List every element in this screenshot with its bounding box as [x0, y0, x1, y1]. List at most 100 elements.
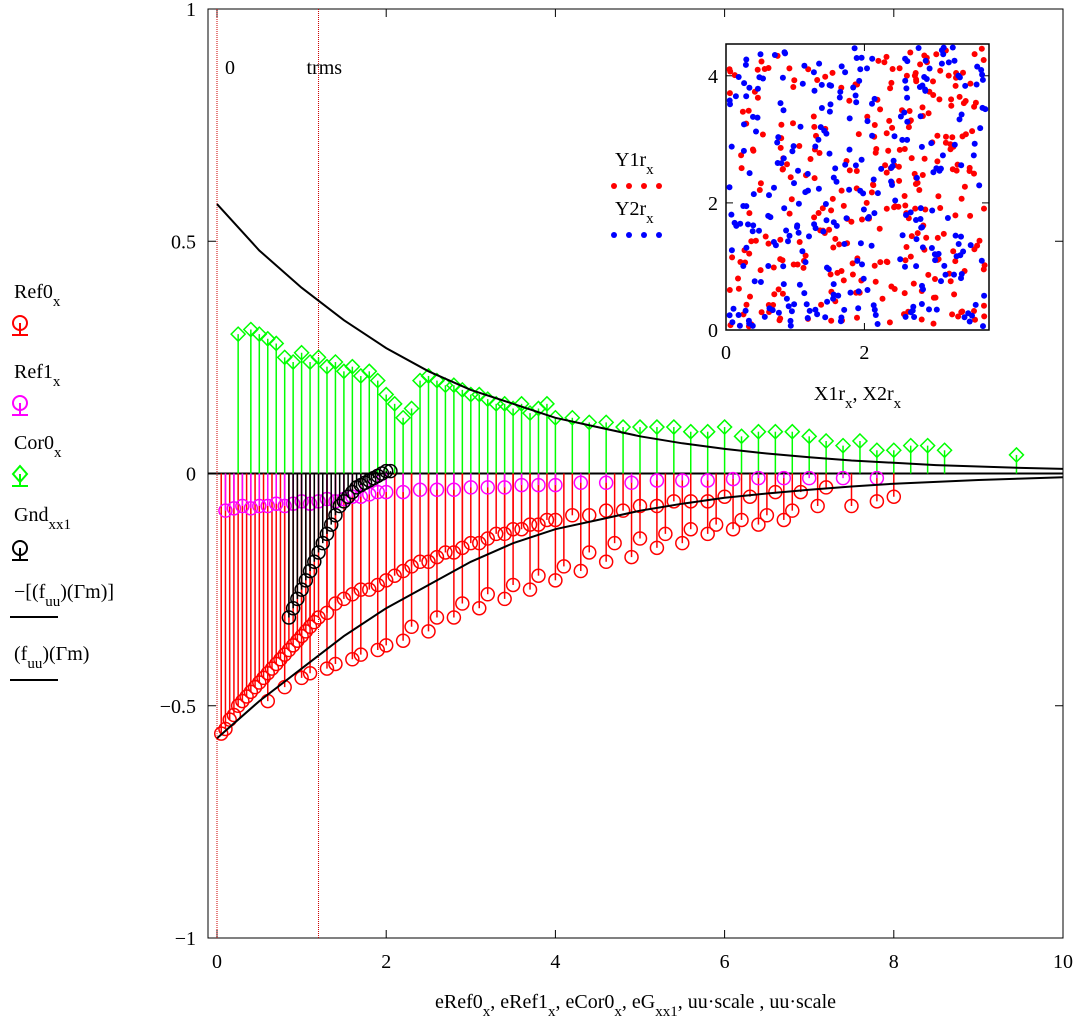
scatter-point: [795, 229, 802, 236]
data-point: [285, 353, 302, 371]
x-tick-label: 6: [720, 951, 730, 973]
scatter-point: [855, 305, 862, 312]
scatter-point: [952, 82, 959, 89]
scatter-point: [832, 235, 839, 242]
scatter-point: [917, 205, 924, 212]
scatter-point: [775, 309, 782, 316]
scatter-point: [749, 228, 756, 235]
inset-legend-dot: [641, 232, 647, 238]
scatter-point: [830, 295, 837, 302]
data-point: [428, 372, 446, 389]
scatter-point: [726, 312, 733, 319]
scatter-point: [932, 294, 939, 301]
scatter-point: [897, 113, 904, 120]
scatter-point: [728, 247, 735, 254]
scatter-point: [918, 143, 925, 150]
data-point: [252, 675, 267, 690]
scatter-point: [794, 224, 800, 230]
scatter-point: [779, 290, 786, 297]
legend-marker: [12, 540, 28, 556]
scatter-point: [852, 162, 859, 169]
data-point: [480, 587, 495, 602]
scatter-point: [955, 313, 962, 320]
scatter-point: [875, 57, 882, 64]
data-point: [378, 638, 394, 653]
scatter-point: [952, 232, 959, 239]
data-point: [615, 503, 631, 518]
scatter-point: [859, 216, 865, 223]
scatter-point: [940, 230, 947, 237]
scatter-point: [759, 131, 766, 138]
scatter-point: [905, 124, 912, 131]
scatter-point: [967, 80, 974, 87]
scatter-point: [911, 314, 918, 320]
scatter-point: [746, 84, 753, 91]
data-point: [708, 517, 724, 532]
data-point: [716, 418, 733, 436]
scatter-point: [919, 244, 926, 251]
scatter-point: [891, 204, 898, 211]
series-cor0: [230, 321, 1025, 474]
data-point: [615, 418, 632, 436]
scatter-point: [828, 207, 835, 214]
scatter-point: [791, 77, 798, 84]
data-point: [281, 642, 297, 658]
data-point: [239, 689, 254, 704]
scatter-point: [812, 225, 819, 232]
scatter-point: [778, 160, 785, 167]
scatter-point: [922, 57, 929, 64]
scatter-point: [899, 136, 906, 143]
data-point: [218, 721, 233, 737]
data-point: [247, 679, 263, 695]
data-point: [446, 610, 462, 625]
data-point: [429, 482, 445, 498]
scatter-point: [860, 206, 867, 213]
data-point: [323, 517, 339, 532]
scatter-point: [805, 187, 811, 194]
data-point: [683, 521, 699, 537]
scatter-point: [941, 262, 948, 269]
scatter-point: [840, 277, 847, 284]
scatter-point: [748, 238, 755, 245]
scatter-point: [869, 132, 876, 139]
main-legend: Ref0x Ref1x Cor0x Gndxx1 −[(fuu)(Γm)] (fuu)(Γ…: [10, 281, 114, 681]
data-point: [242, 321, 259, 338]
scatter-point: [933, 306, 940, 313]
data-point: [497, 591, 512, 607]
scatter-point: [838, 187, 845, 194]
data-point: [378, 463, 394, 479]
scatter-point: [947, 141, 954, 148]
data-point: [336, 591, 352, 607]
scatter-point: [797, 123, 804, 130]
scatter-point: [784, 161, 790, 168]
scatter-point: [888, 164, 895, 171]
scatter-point: [892, 197, 899, 204]
scatter-point: [919, 172, 926, 178]
scatter-point: [836, 241, 843, 248]
scatter-point: [860, 275, 867, 282]
scatter-point: [791, 180, 797, 187]
data-point: [336, 494, 352, 509]
scatter-point: [870, 176, 877, 183]
scatter-point: [790, 143, 797, 150]
scatter-point: [727, 68, 734, 75]
data-point: [666, 494, 682, 509]
scatter-point: [751, 278, 758, 285]
scatter-point: [917, 216, 924, 222]
data-point: [307, 554, 322, 570]
scatter-point: [815, 136, 822, 143]
scatter-point: [947, 278, 954, 285]
scatter-point: [976, 182, 983, 189]
scatter-point: [757, 180, 764, 187]
scatter-point: [971, 308, 977, 314]
scatter-point: [786, 65, 793, 72]
scatter-point: [745, 317, 752, 324]
data-point: [505, 577, 521, 593]
scatter-point: [904, 118, 911, 125]
data-point: [294, 670, 309, 686]
data-point: [264, 661, 280, 676]
scatter-point: [922, 87, 929, 94]
scatter-point: [896, 146, 903, 153]
scatter-point: [981, 292, 988, 299]
scatter-point: [818, 81, 825, 88]
